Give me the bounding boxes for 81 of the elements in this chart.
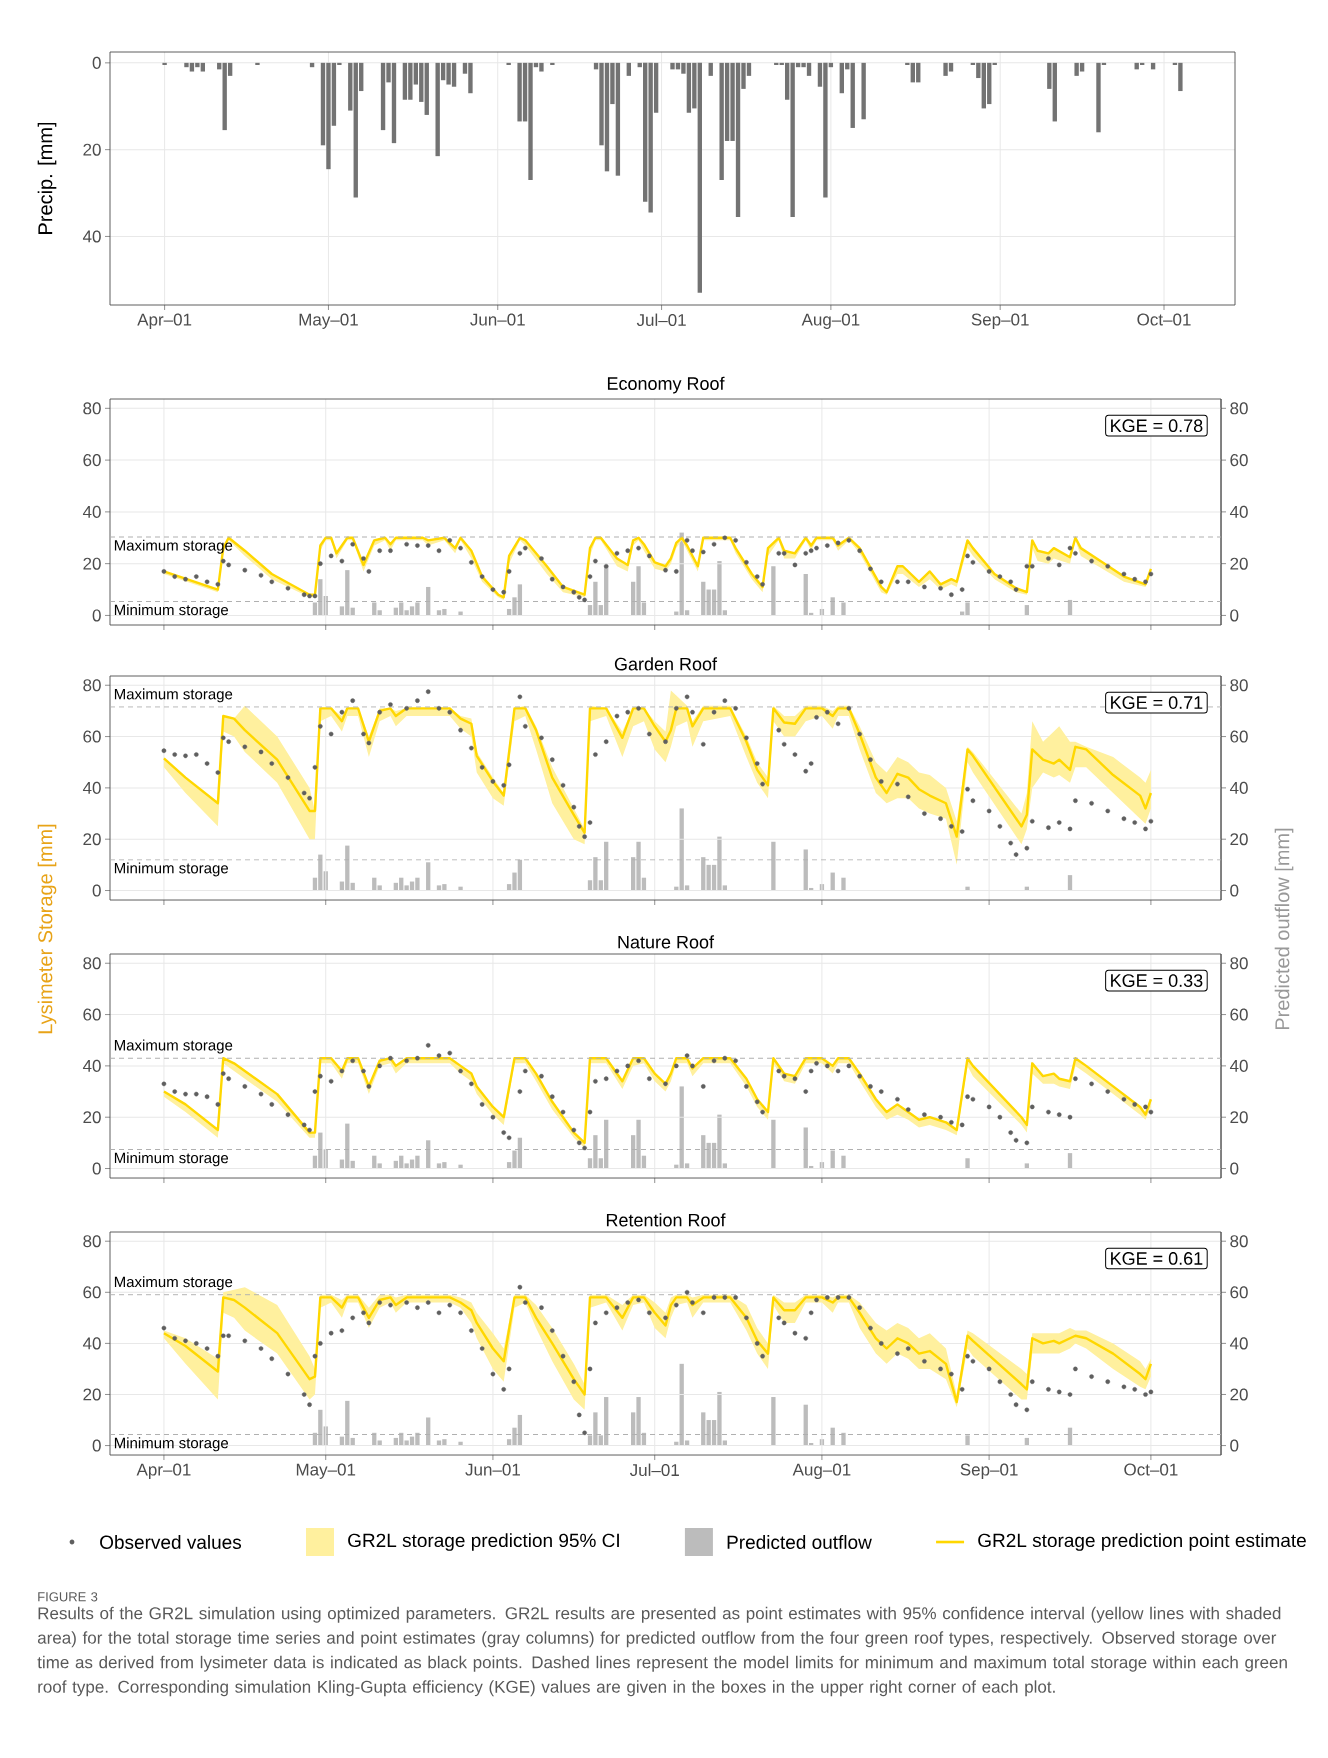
x-tick-label: Jun–01	[470, 313, 525, 326]
y2-tick-label: 0	[1230, 1162, 1239, 1175]
y2-tick-label: 40	[1229, 781, 1248, 794]
y-tick-label: 60	[83, 1286, 101, 1299]
y-axis-title: Lysimeter Storage [mm]	[37, 824, 57, 1034]
x-tick-label: May–01	[296, 1463, 356, 1479]
y2-tick-label: 0	[1230, 609, 1239, 622]
text: GR2L storage prediction 95% CI	[348, 1533, 619, 1551]
x-tick-label: Aug–01	[792, 1463, 851, 1479]
legend-label: Predicted outflow	[727, 1535, 872, 1549]
x-tick-label: Apr–01	[136, 1463, 191, 1479]
y2-tick-label: 60	[1230, 454, 1248, 467]
ref-line-label: Maximum storage	[114, 1276, 233, 1291]
chart-title: Nature Roof	[618, 935, 715, 949]
y2-tick-label: 60	[1230, 1286, 1248, 1299]
x-tick-label: Apr–01	[137, 313, 192, 329]
x-tick-label: Sep–01	[960, 1463, 1018, 1479]
ref-line-label: Maximum storage	[114, 1039, 233, 1054]
x-tick-label: Oct–01	[1124, 1463, 1178, 1476]
y-tick-label: 40	[82, 230, 101, 243]
y-tick-label: 40	[82, 1059, 101, 1072]
y-tick-label: 20	[83, 1111, 101, 1124]
y-tick-label: 40	[82, 781, 101, 794]
x-tick-label: Oct–01	[1137, 313, 1191, 326]
y2-tick-label: 80	[1230, 957, 1248, 970]
ref-line-label: Minimum storage	[114, 1437, 229, 1452]
y2-tick-label: 40	[1229, 1337, 1248, 1350]
x-tick-label: Jun–01	[465, 1463, 520, 1476]
y2-tick-label: 20	[1230, 833, 1248, 846]
y-tick-label: 40	[82, 505, 101, 518]
y-tick-label: 20	[83, 557, 101, 570]
caption: FIGURE 3	[38, 1592, 98, 1602]
y-tick-label: 60	[83, 1008, 101, 1021]
y2-tick-label: 60	[1230, 730, 1248, 743]
y2-tick-label: 20	[1230, 1388, 1248, 1401]
y2-tick-label: 60	[1230, 1008, 1248, 1021]
y-tick-label: 20	[83, 833, 101, 846]
y2-tick-label: 80	[1230, 679, 1248, 692]
x-tick-label: Sep–01	[971, 313, 1029, 329]
annotation: KGE = 0.71	[1111, 696, 1203, 709]
y-tick-label: 20	[83, 1388, 101, 1401]
chart-title: Retention Roof	[606, 1213, 726, 1227]
ref-line-label: Minimum storage	[114, 1152, 229, 1167]
chart-title: Economy Roof	[607, 376, 725, 394]
x-tick-label: Jul–01	[629, 1463, 679, 1477]
legend-label: Observed values	[100, 1535, 242, 1549]
y2-tick-label: 20	[1230, 1111, 1248, 1124]
y-tick-label: 80	[83, 402, 101, 415]
y-tick-label: 60	[83, 730, 101, 743]
y-tick-label: 80	[83, 679, 101, 692]
x-tick-label: Aug–01	[801, 313, 860, 329]
chart-title: Garden Roof	[614, 657, 718, 671]
annotation: KGE = 0.61	[1111, 1252, 1203, 1265]
y-tick-label: 40	[82, 1337, 101, 1350]
y2-tick-label: 40	[1229, 505, 1248, 518]
y-tick-label: 0	[92, 1162, 101, 1175]
y-tick-label: 60	[83, 454, 101, 467]
y2-tick-label: 0	[1230, 1439, 1239, 1452]
y-tick-label: 80	[83, 957, 101, 970]
y-tick-label: 20	[83, 143, 101, 156]
x-tick-label: Jul–01	[636, 313, 686, 327]
text: Results of the GR2L simulation using optimized parameters. GR2L results are presented as point estimates with 95% confidence interval (yellow lines with shaded area) for the total storage time series and point estimates (gray columns) for predicted outflow from the four green roof types, respectively. Observed storage over time as derived from lysimeter data is indicated as black points. Dashed lines represent the model limits for minimum and maximum total storage within each green roof type. Corresponding simulation Kling-Gupta efficiency (KGE) values are given in the boxes in the upper right corner of each plot.	[37, 1606, 1287, 1697]
legend-label: GR2L storage prediction point estimate	[978, 1533, 1306, 1551]
annotation: KGE = 0.78	[1111, 419, 1203, 433]
y2-tick-label: 80	[1230, 402, 1248, 415]
ref-line-label: Maximum storage	[114, 688, 233, 703]
y2-tick-label: 0	[1230, 884, 1239, 897]
ref-line-label: Minimum storage	[114, 604, 229, 619]
y-axis-title: Precip. [mm]	[37, 122, 57, 234]
annotation: KGE = 0.33	[1111, 974, 1203, 987]
ref-line-label: Minimum storage	[114, 862, 229, 877]
y-tick-label: 0	[92, 56, 101, 69]
y-tick-label: 0	[92, 609, 101, 622]
y2-tick-label: 40	[1229, 1059, 1248, 1072]
y2-tick-label: 20	[1230, 557, 1248, 570]
y2-axis-title: Predicted outflow [mm]	[1274, 828, 1294, 1030]
y-tick-label: 0	[92, 884, 101, 897]
y2-tick-label: 80	[1230, 1235, 1248, 1248]
x-tick-label: May–01	[299, 313, 358, 329]
y-tick-label: 0	[92, 1439, 101, 1452]
y-tick-label: 80	[83, 1235, 101, 1248]
